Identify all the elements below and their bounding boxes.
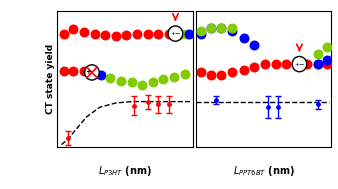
Point bbox=[161, 78, 166, 81]
Point bbox=[199, 32, 204, 35]
Point bbox=[213, 99, 219, 102]
Text: $\mathit{L}_{P3HT}$ (nm): $\mathit{L}_{P3HT}$ (nm) bbox=[98, 164, 152, 178]
Point bbox=[145, 32, 150, 35]
Point bbox=[62, 32, 67, 35]
Point bbox=[229, 71, 235, 74]
Point bbox=[145, 100, 150, 103]
Point bbox=[131, 104, 137, 107]
Circle shape bbox=[84, 65, 99, 80]
Point bbox=[275, 106, 281, 109]
Point bbox=[71, 70, 76, 73]
Point bbox=[262, 63, 268, 66]
Point bbox=[62, 70, 67, 73]
Point bbox=[241, 36, 246, 39]
Point bbox=[229, 26, 235, 29]
Point bbox=[177, 32, 182, 35]
Point bbox=[252, 65, 257, 68]
Point bbox=[140, 83, 145, 86]
Point bbox=[155, 103, 161, 106]
Point bbox=[186, 32, 191, 35]
Point bbox=[315, 103, 321, 106]
Point bbox=[155, 32, 161, 35]
Point bbox=[102, 33, 108, 36]
Point bbox=[219, 26, 224, 29]
Text: +−: +− bbox=[294, 62, 305, 67]
Point bbox=[199, 71, 204, 74]
Point bbox=[92, 32, 97, 35]
Point bbox=[185, 32, 190, 35]
Point bbox=[315, 63, 321, 66]
Point bbox=[208, 74, 213, 77]
Point bbox=[199, 29, 204, 32]
Point bbox=[98, 74, 104, 77]
Point bbox=[81, 31, 87, 34]
Point bbox=[324, 46, 330, 49]
Point bbox=[124, 33, 129, 36]
Text: $\mathit{L}_{PPT6BT}$ (nm): $\mathit{L}_{PPT6BT}$ (nm) bbox=[233, 164, 295, 178]
Point bbox=[208, 26, 213, 29]
Point bbox=[241, 68, 246, 71]
Point bbox=[315, 53, 321, 56]
Point bbox=[113, 35, 119, 38]
Point bbox=[219, 26, 224, 29]
Point bbox=[81, 70, 87, 73]
Point bbox=[88, 71, 93, 74]
Y-axis label: CT state yield: CT state yield bbox=[46, 44, 55, 115]
Point bbox=[219, 74, 224, 77]
Point bbox=[65, 136, 71, 139]
Point bbox=[129, 81, 135, 84]
Point bbox=[252, 43, 257, 46]
Point bbox=[171, 75, 177, 78]
Point bbox=[315, 63, 321, 66]
Circle shape bbox=[168, 26, 183, 41]
Point bbox=[166, 32, 171, 35]
Point bbox=[284, 63, 289, 66]
Point bbox=[324, 63, 330, 66]
Point bbox=[134, 32, 140, 35]
Circle shape bbox=[292, 57, 307, 72]
Point bbox=[208, 26, 213, 29]
Point bbox=[273, 63, 278, 66]
Point bbox=[178, 32, 184, 35]
Point bbox=[71, 28, 76, 31]
Point bbox=[118, 79, 124, 82]
Point bbox=[324, 58, 330, 61]
Point bbox=[305, 63, 310, 66]
Point bbox=[294, 63, 299, 66]
Point bbox=[182, 72, 187, 75]
Text: +: + bbox=[86, 69, 92, 75]
Text: +−: +− bbox=[170, 31, 181, 36]
Point bbox=[150, 81, 155, 84]
Point bbox=[108, 77, 113, 80]
Point bbox=[265, 106, 270, 109]
Point bbox=[166, 103, 171, 106]
Point bbox=[229, 29, 235, 32]
